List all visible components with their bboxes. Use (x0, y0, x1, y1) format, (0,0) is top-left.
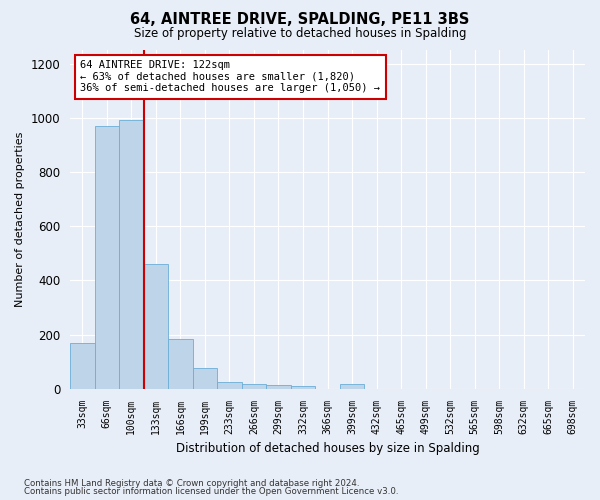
Bar (119, 120, 143, 388)
Bar (143, 264, 168, 388)
Bar (193, 368, 217, 388)
Bar (95, 126, 119, 388)
Bar (242, 384, 266, 388)
Bar (217, 382, 242, 388)
Text: Contains public sector information licensed under the Open Government Licence v3: Contains public sector information licen… (24, 487, 398, 496)
Bar (291, 386, 315, 388)
Text: Size of property relative to detached houses in Spalding: Size of property relative to detached ho… (134, 28, 466, 40)
Text: 64 AINTREE DRIVE: 122sqm
← 63% of detached houses are smaller (1,820)
36% of sem: 64 AINTREE DRIVE: 122sqm ← 63% of detach… (80, 60, 380, 94)
Bar (168, 338, 193, 388)
X-axis label: Distribution of detached houses by size in Spalding: Distribution of detached houses by size … (176, 442, 479, 455)
Text: 64, AINTREE DRIVE, SPALDING, PE11 3BS: 64, AINTREE DRIVE, SPALDING, PE11 3BS (130, 12, 470, 28)
Y-axis label: Number of detached properties: Number of detached properties (15, 132, 25, 307)
Text: Contains HM Land Registry data © Crown copyright and database right 2024.: Contains HM Land Registry data © Crown c… (24, 478, 359, 488)
Bar (266, 385, 291, 388)
Bar (70, 342, 95, 388)
Bar (340, 384, 364, 388)
